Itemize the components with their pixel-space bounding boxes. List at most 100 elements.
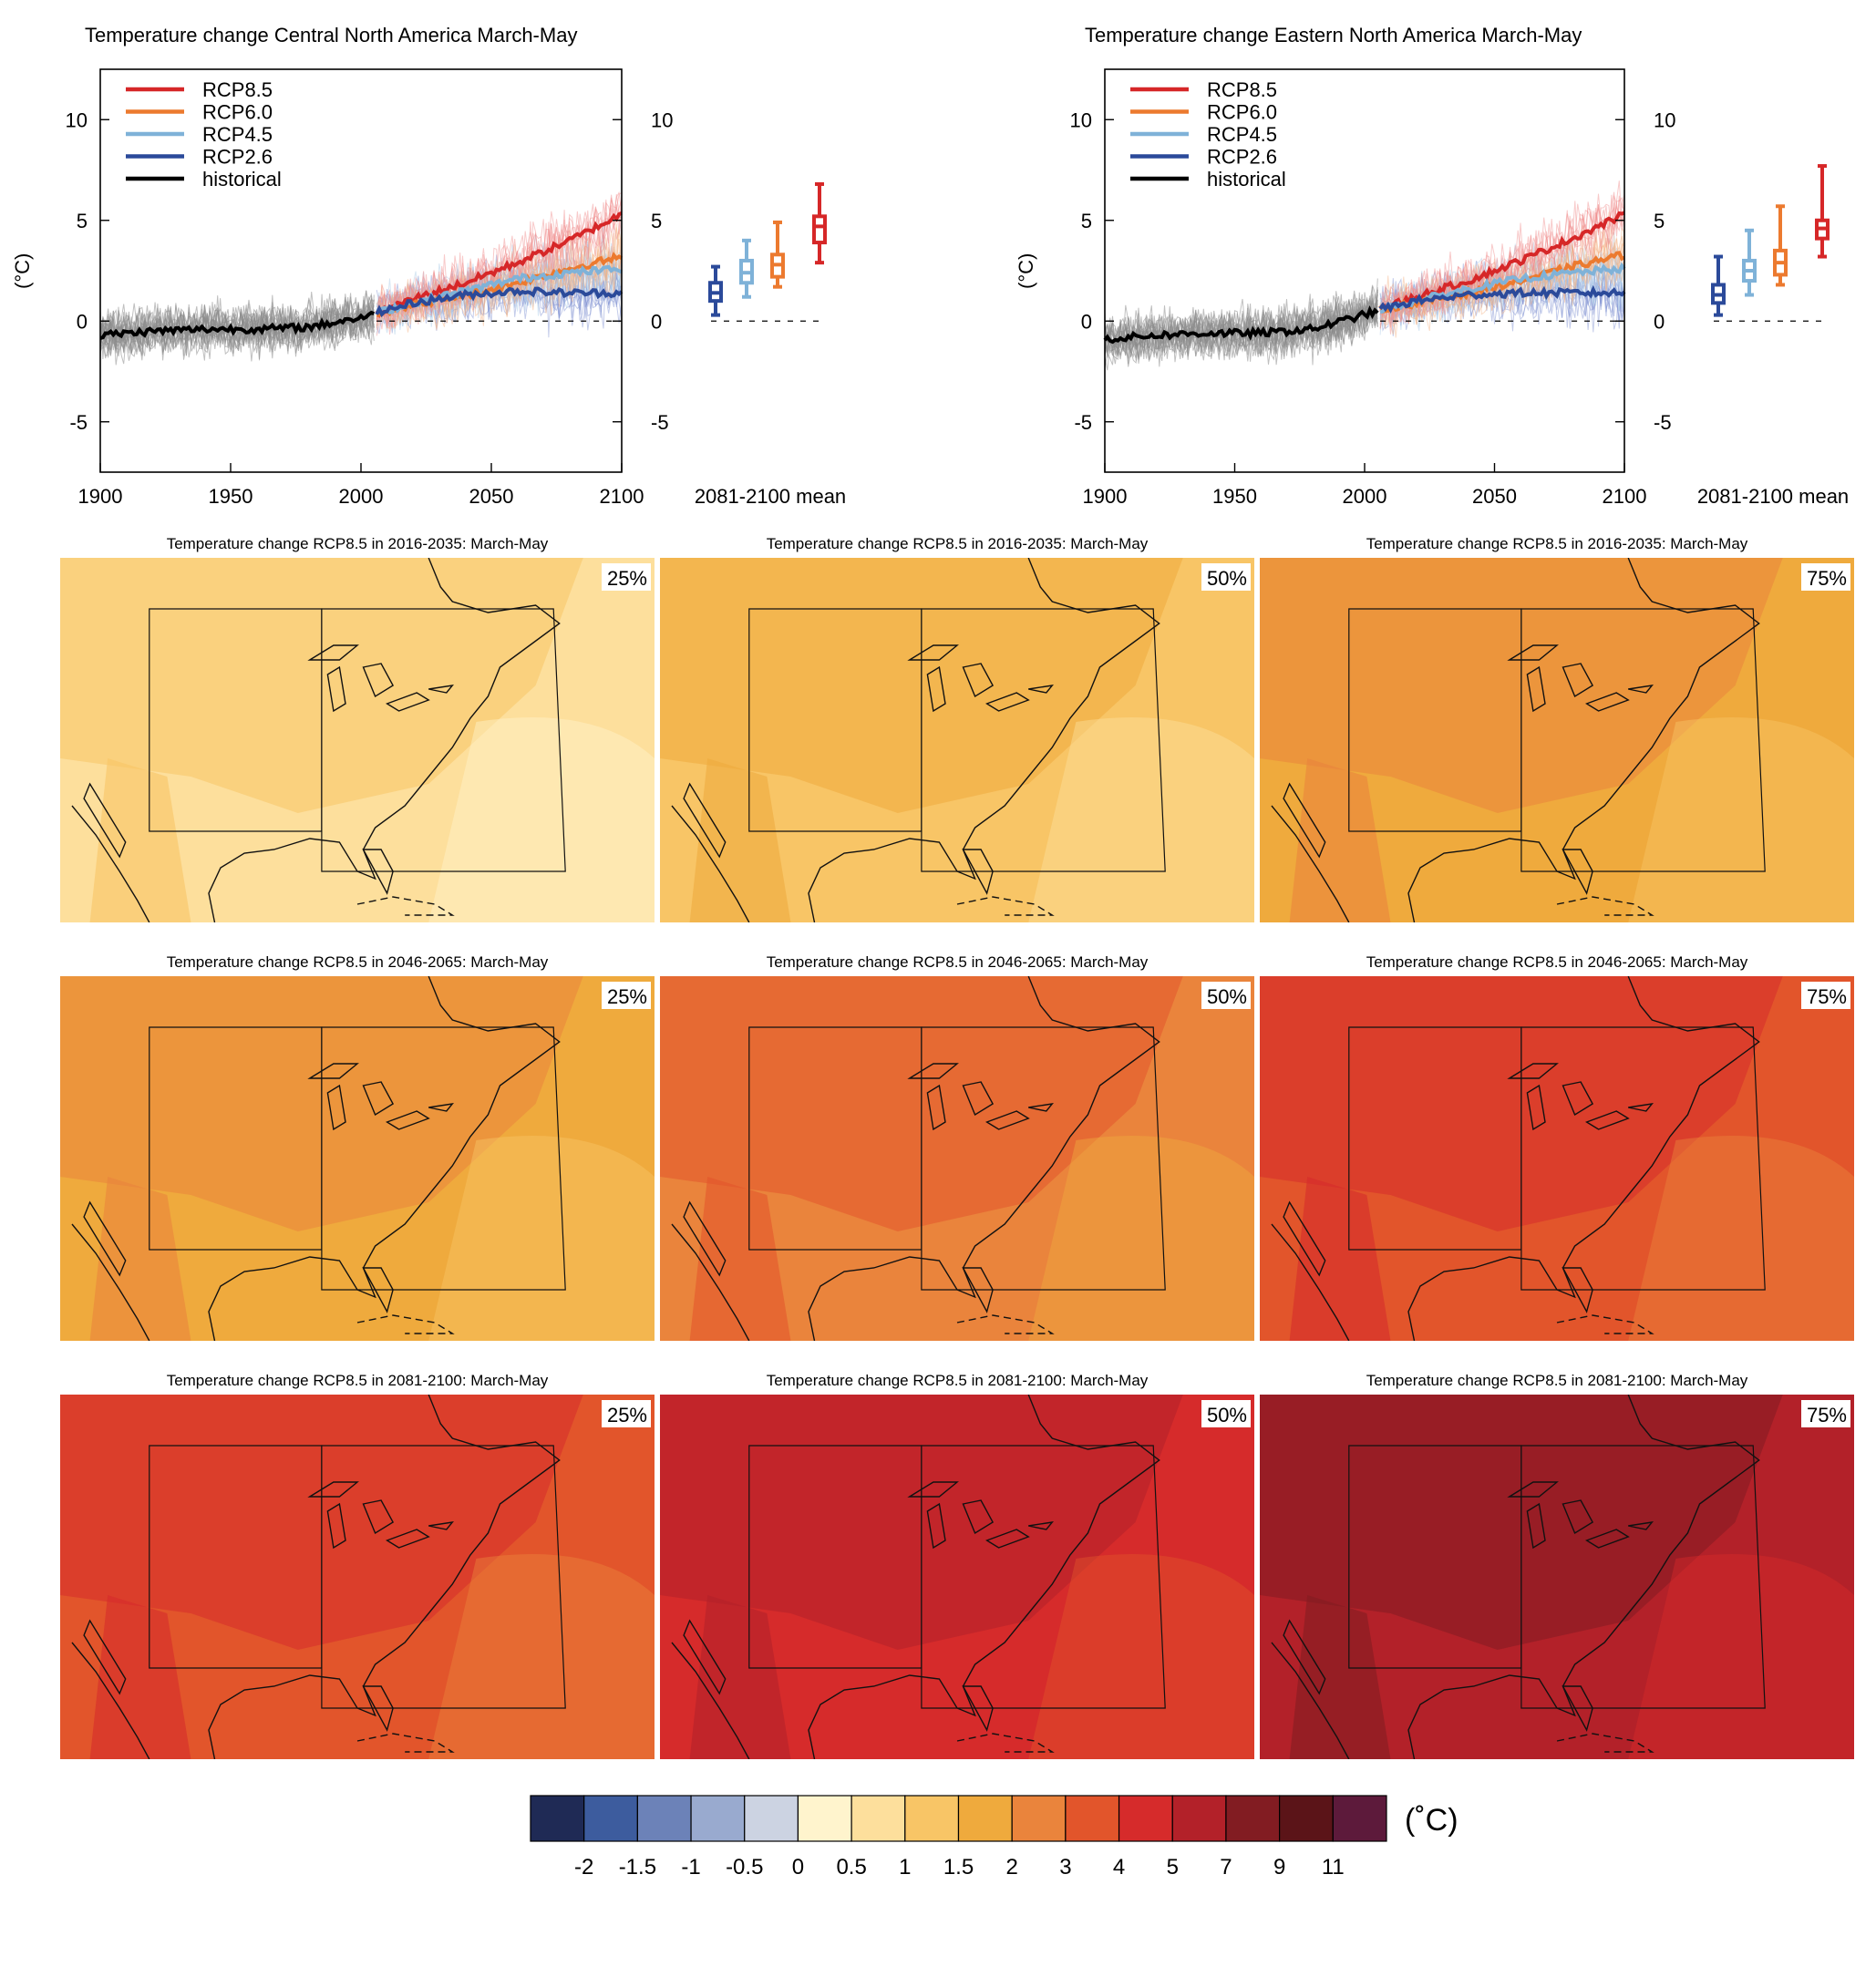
- coastlines: [71, 1395, 566, 1759]
- great-lake: [1562, 1499, 1594, 1535]
- scenario-run: [1379, 240, 1625, 327]
- percentile-label: 25%: [607, 1404, 647, 1426]
- great-lake: [428, 1103, 454, 1112]
- colorbar-swatch: [583, 1795, 638, 1842]
- great-lake: [1507, 1481, 1559, 1498]
- coastline: [208, 1395, 561, 1759]
- coastline: [1407, 558, 1760, 922]
- coastline: [362, 1267, 394, 1313]
- colorbar-swatch: [1118, 1795, 1173, 1842]
- box-rcp60: [1773, 204, 1788, 287]
- map-panel: Temperature change RCP8.5 in 2046-2065: …: [660, 953, 1254, 1341]
- chart-title: Temperature change Eastern North America…: [1085, 24, 1582, 46]
- y-tick-label: 5: [77, 210, 88, 232]
- great-lake: [1028, 1521, 1054, 1530]
- great-lake: [1562, 663, 1594, 698]
- coastline: [362, 1685, 394, 1732]
- coastline: [962, 1685, 994, 1732]
- series-line-historical: [99, 310, 376, 340]
- region-box-eastern: [1520, 1445, 1766, 1709]
- map-panel: Temperature change RCP8.5 in 2081-2100: …: [660, 1372, 1254, 1759]
- box-rcp85: [1815, 164, 1830, 259]
- coastline: [71, 1642, 150, 1759]
- x-tick-label: 1950: [209, 485, 253, 508]
- coastline: [1556, 1733, 1654, 1753]
- historical-run: [1105, 301, 1378, 358]
- scenario-run: [376, 252, 623, 324]
- x-tick-label: 2100: [600, 485, 644, 508]
- colorbar-swatch: [1011, 1795, 1067, 1842]
- time-series-chart-2: Temperature change Eastern North America…: [1015, 24, 1849, 508]
- great-lake: [1585, 692, 1630, 712]
- great-lake: [907, 1481, 959, 1498]
- great-lake: [307, 1063, 359, 1079]
- great-lake: [362, 663, 395, 698]
- colorbar-tick-label: -1: [681, 1855, 700, 1879]
- y-tick-label: -5: [69, 411, 88, 434]
- great-lake: [1526, 1084, 1546, 1131]
- colorbar-tick-label: 4: [1113, 1855, 1125, 1879]
- map-panel: Temperature change RCP8.5 in 2046-2065: …: [1260, 953, 1854, 1341]
- scenario-run: [1379, 201, 1625, 323]
- panel-title: Temperature change RCP8.5 in 2081-2100: …: [1366, 1372, 1748, 1389]
- coastline: [956, 1733, 1055, 1753]
- coastline: [1407, 976, 1760, 1341]
- coastline: [1283, 782, 1326, 859]
- percentile-label-bg: [1801, 563, 1850, 591]
- great-lake: [428, 1521, 454, 1530]
- coastlines: [1271, 976, 1766, 1341]
- great-lake: [1628, 1103, 1654, 1112]
- percentile-label: 50%: [1207, 567, 1247, 590]
- map-field: [60, 1395, 655, 1759]
- series-line-rcp85: [375, 211, 623, 318]
- legend-label: RCP4.5: [1207, 123, 1277, 146]
- great-lake: [307, 1481, 359, 1498]
- right-y-tick-label: 10: [651, 108, 673, 131]
- colorbar-tick-label: -2: [574, 1855, 593, 1879]
- colorbar: -2 -1.5 -1 -0.5 0 0.5 1 1.5 2 3 4 5 7 9 11 (˚C): [530, 1795, 1459, 1879]
- great-lake: [386, 692, 430, 712]
- scenario-run: [376, 239, 623, 330]
- colorbar-swatch: [1225, 1795, 1281, 1842]
- panel-title: Temperature change RCP8.5 in 2016-2035: …: [167, 535, 549, 552]
- legend-label: RCP2.6: [1207, 146, 1277, 169]
- percentile-label: 25%: [607, 985, 647, 1008]
- percentile-label: 25%: [607, 567, 647, 590]
- box-body: [812, 214, 827, 245]
- coastline: [1562, 849, 1593, 895]
- coastline: [83, 782, 127, 859]
- x-tick-label: 2100: [1603, 485, 1647, 508]
- great-lake: [907, 1063, 959, 1079]
- region-box-eastern: [321, 1026, 566, 1291]
- great-lake: [1526, 1502, 1546, 1550]
- colorbar-swatch: [1065, 1795, 1120, 1842]
- map-panel: Temperature change RCP8.5 in 2016-2035: …: [1260, 535, 1854, 922]
- percentile-label: 50%: [1207, 985, 1247, 1008]
- great-lake: [1562, 1081, 1594, 1117]
- colorbar-swatch: [530, 1795, 585, 1842]
- percentile-label-bg: [1201, 1400, 1251, 1427]
- colorbar-swatch: [1279, 1795, 1334, 1842]
- coastlines: [1271, 1395, 1766, 1759]
- western-strip: [689, 1177, 791, 1341]
- percentile-label-bg: [602, 982, 651, 1009]
- coastlines: [671, 1395, 1166, 1759]
- series-line-rcp26: [375, 286, 624, 318]
- x-tick-label: 2050: [1472, 485, 1517, 508]
- right-y-tick-label: 0: [651, 310, 662, 333]
- coastline: [1407, 1395, 1760, 1759]
- great-lake: [1628, 685, 1654, 694]
- colorbar-swatch: [850, 1795, 906, 1842]
- panel-title: Temperature change RCP8.5 in 2046-2065: …: [167, 953, 549, 971]
- colorbar-swatch: [1332, 1795, 1387, 1842]
- western-strip: [689, 1595, 791, 1759]
- time-series-chart-1: Temperature change Central North America…: [11, 24, 846, 508]
- legend-label: historical: [202, 168, 282, 191]
- great-lake: [926, 665, 946, 713]
- panel-title: Temperature change RCP8.5 in 2081-2100: …: [767, 1372, 1149, 1389]
- percentile-label: 75%: [1807, 567, 1847, 590]
- series-line-rcp26: [1378, 284, 1626, 314]
- great-lake: [428, 685, 454, 694]
- great-lake: [326, 665, 346, 713]
- y-tick-label: -5: [1074, 411, 1092, 434]
